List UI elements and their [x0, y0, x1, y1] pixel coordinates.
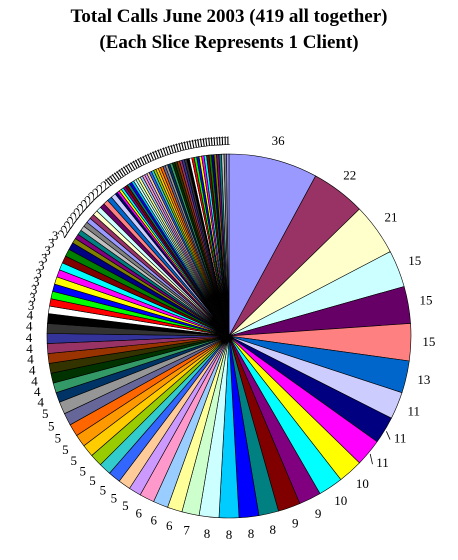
- slice-label-3: 15: [408, 253, 421, 268]
- slice-label-19: 6: [166, 518, 173, 533]
- slice-label-111: 1: [222, 133, 229, 148]
- slice-label-0: 36: [272, 133, 286, 148]
- slice-label-41: 3: [28, 298, 35, 313]
- chart-subtitle: (Each Slice Represents 1 Client): [99, 32, 359, 53]
- slice-label-24: 5: [100, 482, 107, 497]
- slice-label-6: 13: [417, 372, 430, 387]
- chart-title: Total Calls June 2003 (419 all together)…: [0, 4, 458, 56]
- slice-label-105: 1: [205, 134, 213, 150]
- slice-label-33: 4: [34, 384, 41, 399]
- slice-label-102: 1: [196, 135, 205, 151]
- slice-label-93: 1: [172, 139, 182, 155]
- slice-label-110: 1: [219, 133, 226, 148]
- leader-lines: [369, 431, 391, 465]
- slice-label-22: 5: [122, 498, 129, 513]
- slice-label-40: 4: [27, 308, 34, 323]
- slice-label-15: 8: [248, 526, 255, 541]
- leader-line-9: [369, 453, 373, 465]
- pie-slices: [46, 153, 412, 519]
- chart-title-line1: Total Calls June 2003 (419 all together): [70, 6, 388, 27]
- slice-label-87: 1: [156, 144, 167, 160]
- slice-label-50: 3: [52, 228, 59, 243]
- slice-label-97: 1: [183, 137, 193, 153]
- slice-label-14: 8: [269, 522, 276, 537]
- slice-label-44: 3: [33, 274, 40, 289]
- leader-line-8: [386, 431, 391, 440]
- slice-label-11: 10: [334, 493, 347, 508]
- slice-label-49: 3: [48, 235, 55, 250]
- slice-label-48: 3: [44, 243, 51, 258]
- slice-label-26: 5: [80, 463, 87, 478]
- slice-label-99: 1: [188, 136, 197, 152]
- slice-label-103: 1: [199, 134, 207, 150]
- slice-label-95: 1: [177, 138, 187, 154]
- slice-label-21: 6: [135, 505, 142, 520]
- slice-label-9: 11: [376, 455, 389, 470]
- slice-label-13: 9: [292, 516, 299, 531]
- slice-label-85: 1: [151, 146, 163, 162]
- slice-label-34: 4: [31, 373, 38, 388]
- slice-label-100: 1: [191, 135, 200, 151]
- slice-label-104: 1: [202, 134, 210, 150]
- slice-label-20: 6: [150, 512, 157, 527]
- slice-label-5: 15: [422, 334, 435, 349]
- slice-label-29: 5: [55, 431, 62, 446]
- slice-label-4: 15: [420, 293, 433, 308]
- slice-label-98: 1: [186, 136, 195, 152]
- slice-labels: 3622211515151311111110109988887666555555…: [26, 133, 436, 542]
- slice-label-42: 3: [29, 290, 36, 305]
- slice-label-8: 11: [394, 431, 407, 446]
- slice-label-36: 4: [27, 352, 34, 367]
- slice-label-23: 5: [111, 491, 118, 506]
- slice-label-92: 1: [169, 140, 179, 156]
- slice-label-101: 1: [194, 135, 203, 151]
- slice-label-31: 5: [42, 406, 49, 421]
- slice-label-10: 10: [356, 476, 369, 491]
- slice-label-109: 1: [216, 133, 223, 148]
- slice-label-39: 4: [26, 319, 33, 334]
- pie-slice-112: [226, 153, 230, 337]
- slice-label-37: 4: [26, 341, 33, 356]
- slice-label-46: 3: [38, 258, 45, 273]
- slice-label-108: 1: [213, 133, 220, 148]
- slice-label-38: 4: [26, 330, 33, 345]
- pie-slice-0: [228, 153, 317, 337]
- slice-label-43: 3: [31, 282, 38, 297]
- slice-label-17: 8: [204, 526, 211, 541]
- slice-label-35: 4: [29, 363, 36, 378]
- slice-label-30: 5: [48, 418, 55, 433]
- slice-label-107: 1: [210, 133, 218, 148]
- slice-label-112: 1: [224, 133, 231, 148]
- slice-label-25: 5: [89, 473, 96, 488]
- slice-label-12: 9: [315, 506, 322, 521]
- slice-label-1: 22: [343, 167, 356, 182]
- slice-label-47: 3: [41, 250, 48, 265]
- slice-label-83: 1: [146, 148, 158, 164]
- slice-label-94: 1: [175, 139, 185, 155]
- slice-label-2: 21: [385, 210, 398, 225]
- slice-label-96: 1: [180, 137, 190, 153]
- slice-label-16: 8: [226, 527, 233, 542]
- slice-label-89: 1: [161, 143, 172, 159]
- slice-label-90: 1: [164, 142, 175, 158]
- slice-label-27: 5: [70, 453, 77, 468]
- slice-label-86: 1: [153, 145, 164, 161]
- slice-label-106: 1: [208, 134, 216, 150]
- slice-label-18: 7: [183, 522, 190, 537]
- slice-label-88: 1: [159, 143, 170, 159]
- slice-label-84: 1: [148, 147, 160, 163]
- slice-label-7: 11: [408, 403, 421, 418]
- slice-label-45: 3: [35, 266, 42, 281]
- slice-label-32: 4: [37, 394, 44, 409]
- slice-label-28: 5: [62, 442, 69, 457]
- slice-label-91: 1: [167, 141, 178, 157]
